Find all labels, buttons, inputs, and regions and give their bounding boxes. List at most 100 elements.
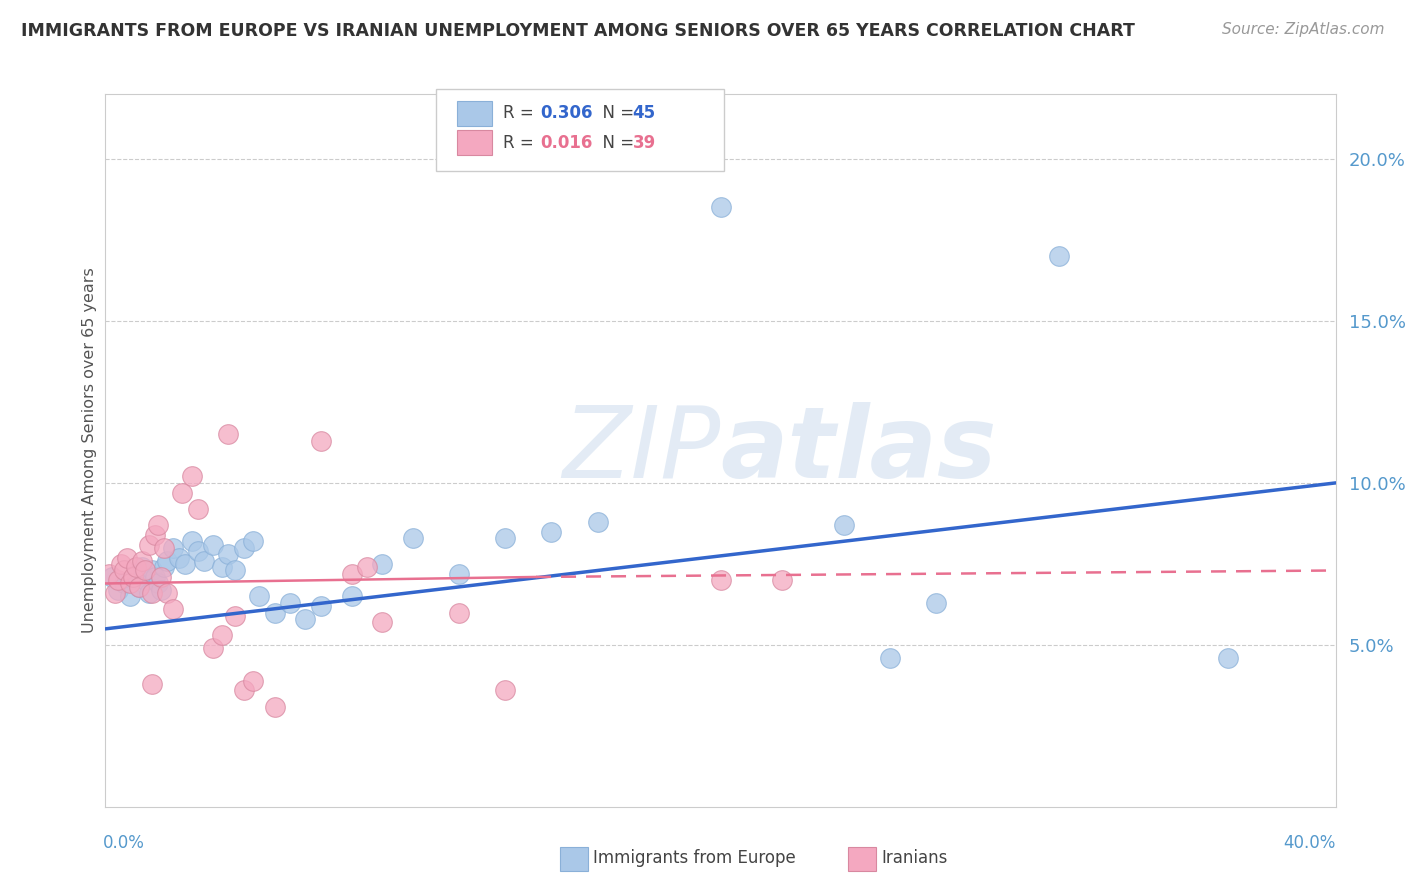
Point [187,544,209,558]
Text: 0.016: 0.016 [540,134,592,152]
Point [100,570,122,584]
Point [131,560,153,574]
Point [309,434,332,448]
Point [232,541,254,555]
Point [449,566,471,581]
Text: N =: N = [592,104,640,122]
Point [202,537,225,551]
Point [494,531,516,545]
Point [112,576,135,591]
Point [263,699,285,714]
Text: ZIP: ZIP [562,402,721,499]
Point [112,564,135,578]
Point [174,557,197,571]
Point [143,570,166,584]
Point [586,515,609,529]
Point [134,564,156,578]
Text: IMMIGRANTS FROM EUROPE VS IRANIAN UNEMPLOYMENT AMONG SENIORS OVER 65 YEARS CORRE: IMMIGRANTS FROM EUROPE VS IRANIAN UNEMPL… [21,22,1135,40]
Point [540,524,562,539]
Point [141,564,163,578]
Point [187,501,209,516]
Point [247,590,270,604]
Point [120,590,141,604]
Point [180,469,202,483]
Point [97,566,120,581]
Y-axis label: Unemployment Among Seniors over 65 years: Unemployment Among Seniors over 65 years [82,268,97,633]
Point [402,531,425,545]
Point [153,560,176,574]
Point [356,560,378,574]
Point [153,541,176,555]
Point [710,573,733,587]
Point [449,606,471,620]
Point [224,608,246,623]
Point [131,554,153,568]
Point [224,564,246,578]
Point [146,518,169,533]
Point [134,573,156,587]
Point [149,570,172,584]
Point [128,580,150,594]
Point [770,573,793,587]
Point [156,554,179,568]
Point [122,570,145,584]
Text: N =: N = [592,134,640,152]
Point [1216,651,1239,665]
Point [832,518,855,533]
Point [371,557,394,571]
Point [169,550,191,565]
Point [232,683,254,698]
Point [146,576,169,591]
Point [180,534,202,549]
Text: R =: R = [503,134,540,152]
Point [218,427,240,442]
Point [125,566,148,581]
Text: 0.306: 0.306 [540,104,592,122]
Point [211,560,233,574]
Point [162,541,184,555]
Text: 45: 45 [633,104,655,122]
Text: Iranians: Iranians [882,849,948,867]
Point [128,580,150,594]
Point [104,586,127,600]
Point [107,582,129,597]
Point [141,586,163,600]
Point [218,547,240,561]
Point [340,566,363,581]
Point [309,599,332,614]
Point [1047,249,1070,263]
Point [242,673,264,688]
Point [242,534,264,549]
Point [494,683,516,698]
Point [156,586,179,600]
Point [340,590,363,604]
Text: 0.0%: 0.0% [103,834,145,853]
Point [879,651,901,665]
Text: 40.0%: 40.0% [1284,834,1336,853]
Point [110,557,132,571]
Point [278,596,301,610]
Point [149,582,172,597]
Point [211,628,233,642]
Point [138,586,160,600]
Point [294,612,316,626]
Point [193,554,215,568]
Point [172,485,194,500]
Point [371,615,394,630]
Point [925,596,948,610]
Point [162,602,184,616]
Text: Source: ZipAtlas.com: Source: ZipAtlas.com [1222,22,1385,37]
Text: Immigrants from Europe: Immigrants from Europe [593,849,796,867]
Text: 39: 39 [633,134,657,152]
Point [141,677,163,691]
Point [263,606,285,620]
Point [710,200,733,214]
Text: R =: R = [503,104,540,122]
Point [202,641,225,656]
Point [107,573,129,587]
Point [115,550,138,565]
Point [143,528,166,542]
Point [125,560,148,574]
Point [138,537,160,551]
Point [120,576,141,591]
